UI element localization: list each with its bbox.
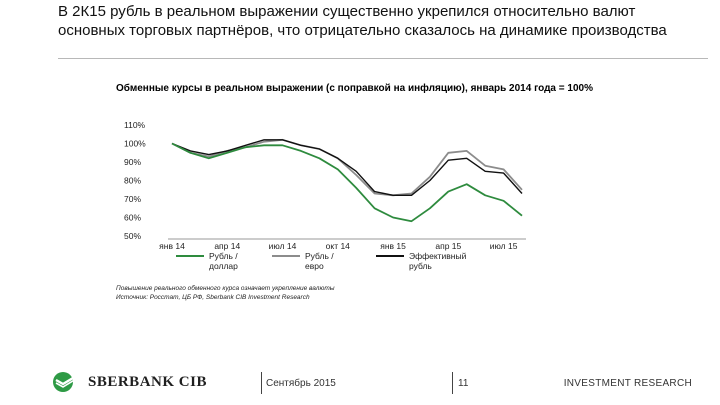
legend-label: доллар [209, 261, 238, 271]
legend-label: евро [305, 261, 324, 271]
sberbank-logo-icon [53, 372, 79, 392]
legend-label: Эффективный [409, 251, 467, 261]
x-tick-label: апр 15 [435, 241, 461, 251]
x-tick-label: апр 14 [214, 241, 240, 251]
legend-label: рубль [409, 261, 432, 271]
footer-department: INVESTMENT RESEARCH [563, 378, 692, 389]
footer-divider [452, 372, 453, 394]
series-line [171, 138, 523, 197]
page-number: 11 [458, 378, 469, 389]
series-line [171, 142, 523, 223]
y-tick-label: 90% [124, 157, 141, 167]
y-tick-label: 100% [124, 139, 146, 149]
y-tick-label: 50% [124, 231, 141, 241]
sberbank-logo: SBERBANK CIB [52, 371, 207, 393]
legend-label: Рубль / [209, 251, 238, 261]
x-tick-label: янв 14 [159, 241, 185, 251]
series-line [171, 139, 523, 197]
chart-note: Повышение реального обменного курса озна… [116, 285, 335, 292]
headline-divider [58, 58, 708, 59]
y-tick-label: 70% [124, 194, 141, 204]
legend-label: Рубль / [305, 251, 334, 261]
chart-notes: Повышение реального обменного курса озна… [116, 284, 335, 302]
x-tick-label: янв 15 [380, 241, 406, 251]
x-tick-label: июл 15 [490, 241, 518, 251]
x-tick-label: окт 14 [326, 241, 351, 251]
x-tick-label: июл 14 [269, 241, 297, 251]
y-tick-label: 80% [124, 176, 141, 186]
footer-divider [261, 372, 262, 394]
logo-text: SBERBANK CIB [88, 373, 207, 390]
footer-date: Сентябрь 2015 [266, 378, 336, 389]
exchange-rate-chart: 50% 60% 70% 80% 90% 100% 110% янв 14 апр 14 июл 1… [124, 120, 526, 271]
chart-title: Обменные курсы в реальном выражении (с п… [116, 83, 593, 94]
y-tick-label: 110% [124, 120, 146, 130]
y-tick-label: 60% [124, 213, 141, 223]
chart-source: Источник: Росстат, ЦБ РФ, Sberbank CIB I… [116, 294, 310, 301]
slide-headline: В 2К15 рубль в реальном выражении сущест… [58, 3, 667, 39]
